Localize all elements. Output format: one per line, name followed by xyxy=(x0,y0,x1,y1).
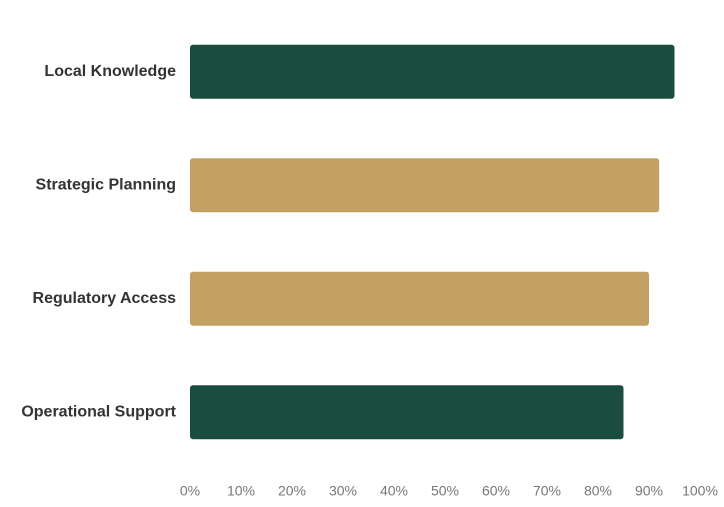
y-tick-label: Regulatory Access xyxy=(33,290,177,307)
x-tick-label: 60% xyxy=(482,483,510,499)
x-tick-label: 70% xyxy=(533,483,561,499)
x-tick-label: 80% xyxy=(584,483,612,499)
x-tick-label: 30% xyxy=(329,483,357,499)
bar xyxy=(190,44,675,99)
x-tick-label: 0% xyxy=(180,483,200,499)
y-tick-label: Operational Support xyxy=(21,403,176,420)
x-tick-label: 50% xyxy=(431,483,459,499)
x-tick-label: 90% xyxy=(635,483,663,499)
x-tick-label: 40% xyxy=(380,483,408,499)
y-tick-label: Strategic Planning xyxy=(36,176,176,193)
bar xyxy=(190,385,624,440)
y-tick-label: Local Knowledge xyxy=(44,63,176,80)
x-tick-label: 10% xyxy=(227,483,255,499)
x-tick-label: 100% xyxy=(682,483,718,499)
bar xyxy=(190,271,649,326)
bar xyxy=(190,158,660,213)
x-tick-label: 20% xyxy=(278,483,306,499)
